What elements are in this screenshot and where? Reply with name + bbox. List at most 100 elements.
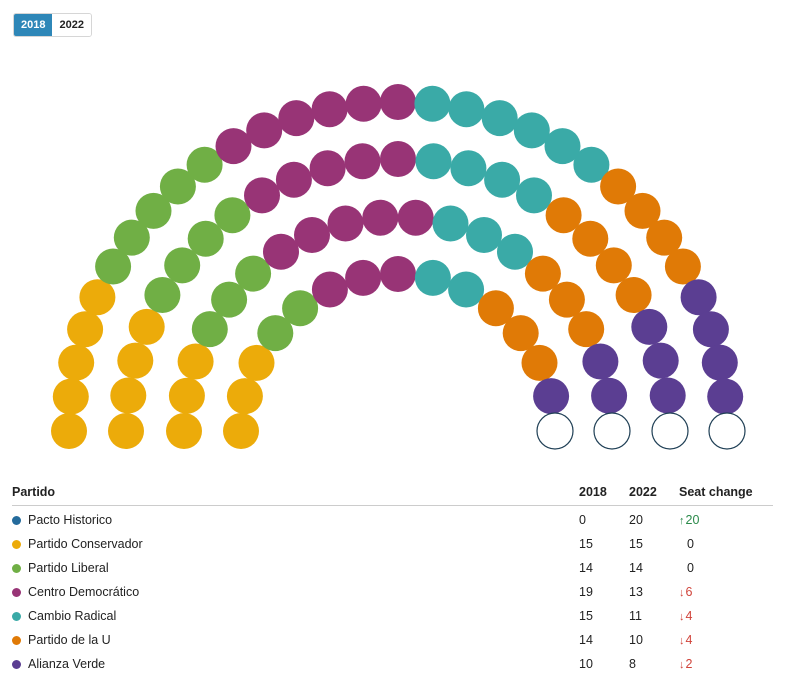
seat (164, 247, 201, 284)
seat (52, 378, 89, 415)
seat (595, 247, 632, 284)
seat (414, 259, 451, 296)
year-toggle: 2018 2022 (13, 13, 92, 37)
party-color-swatch (12, 588, 21, 597)
arrow-down-icon: ↓ (679, 587, 685, 599)
seat (502, 315, 539, 352)
header-2018: 2018 (579, 483, 629, 506)
party-name: Alianza Verde (28, 657, 106, 671)
seat (311, 91, 348, 128)
header-change: Seat change (679, 483, 773, 506)
seat (51, 413, 87, 449)
empty-seat (651, 412, 689, 450)
party-color-swatch (12, 612, 21, 621)
seat (649, 377, 686, 414)
seat (144, 277, 181, 313)
seat (235, 255, 272, 292)
seat (211, 281, 248, 318)
seat (108, 413, 144, 449)
seat (548, 281, 585, 318)
seat (582, 343, 619, 380)
seat (177, 343, 214, 380)
seat (524, 255, 561, 292)
header-2022: 2022 (629, 483, 679, 506)
seat (568, 311, 605, 348)
seat-table: Partido 2018 2022 Seat change Pacto Hist… (12, 483, 773, 676)
seat (615, 277, 652, 313)
seat (117, 342, 154, 379)
parliament-chart (51, 84, 746, 450)
arrow-down-icon: ↓ (679, 635, 685, 647)
seat (257, 315, 294, 352)
seat (159, 168, 196, 205)
seat (466, 217, 502, 253)
seat (448, 91, 485, 128)
header-party: Partido (12, 483, 579, 506)
arrow-down-icon: ↓ (679, 659, 685, 671)
seat (646, 219, 683, 256)
seat (223, 413, 259, 449)
seat (275, 161, 312, 198)
party-name: Partido de la U (28, 633, 111, 647)
empty-seat (593, 412, 631, 450)
seat (110, 377, 147, 414)
seat (238, 344, 275, 381)
seats-2022: 11 (629, 609, 642, 623)
seat (573, 146, 610, 183)
party-cell: Alianza Verde (12, 652, 579, 676)
seat (278, 100, 315, 137)
seat (450, 150, 487, 187)
seat (513, 112, 550, 149)
seats-2022: 8 (629, 657, 636, 671)
seats-2022: 15 (629, 537, 643, 551)
seat (168, 377, 205, 414)
party-name: Cambio Radical (28, 609, 117, 623)
seat-change-value: 0 (687, 561, 694, 575)
seat (397, 199, 434, 236)
seat (544, 128, 581, 165)
table-row: Pacto Historico 0 20 ↑20 (12, 506, 773, 533)
party-cell: Centro Democrático (12, 580, 579, 604)
seat-change-value: 0 (687, 537, 694, 551)
seat-change-value: 4 (685, 633, 693, 647)
seat-change: 0 (679, 556, 773, 580)
seat (448, 271, 485, 308)
table-row: Partido Conservador 15 15 0 (12, 532, 773, 556)
seat (432, 205, 469, 242)
seats-2022: 10 (629, 633, 643, 647)
seat (380, 84, 416, 120)
party-cell: Partido de la U (12, 628, 579, 652)
seat (415, 143, 452, 180)
seats-2018: 15 (579, 609, 593, 623)
party-cell: Cambio Radical (12, 604, 579, 628)
seat (113, 219, 150, 256)
table-row: Cambio Radical 15 11 ↓4 (12, 604, 773, 628)
seats-2018: 15 (579, 537, 593, 551)
seat (95, 248, 132, 285)
seat (128, 308, 165, 345)
seats-2022: 14 (629, 561, 643, 575)
year-2018-button[interactable]: 2018 (14, 14, 53, 36)
seat-change: ↓4 (679, 604, 773, 628)
arrow-up-icon: ↑ (679, 515, 685, 527)
table-row: Partido de la U 14 10 ↓4 (12, 628, 773, 652)
seats-2018: 10 (579, 657, 593, 671)
seat (701, 344, 738, 381)
seat (215, 128, 252, 165)
seat (345, 85, 382, 122)
seat (345, 259, 382, 296)
seat (631, 308, 668, 345)
party-cell: Pacto Historico (12, 506, 579, 533)
party-cell: Partido Conservador (12, 532, 579, 556)
table-row: Partido Liberal 14 14 0 (12, 556, 773, 580)
seat (294, 217, 330, 253)
seat (263, 233, 299, 270)
party-color-swatch (12, 540, 21, 549)
seat (545, 197, 582, 234)
year-2022-button[interactable]: 2022 (52, 14, 91, 36)
seat (67, 311, 104, 348)
seat (226, 378, 263, 415)
seat (362, 199, 399, 236)
seat (58, 344, 95, 381)
seat-change-value: 4 (685, 609, 693, 623)
